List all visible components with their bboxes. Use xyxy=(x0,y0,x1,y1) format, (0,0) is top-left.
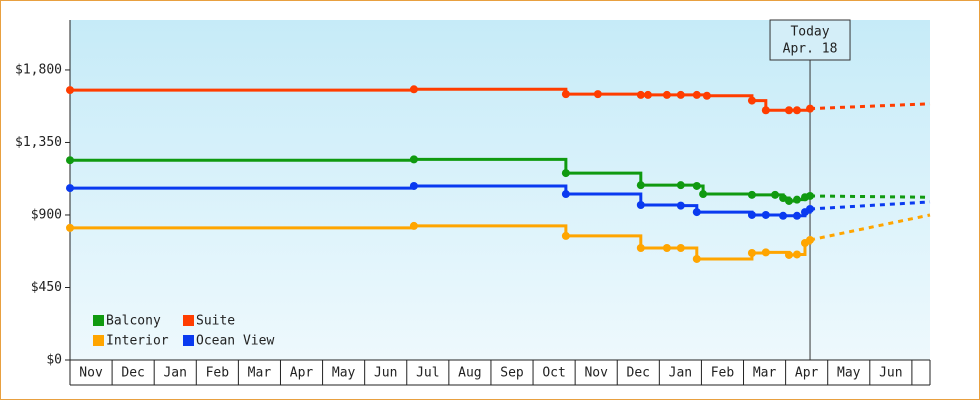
data-point xyxy=(806,235,815,244)
forecast-line xyxy=(809,200,931,211)
data-point xyxy=(761,210,770,219)
legend-swatch xyxy=(93,335,104,346)
x-tick-label: Nov xyxy=(79,366,103,381)
today-box xyxy=(769,19,851,61)
x-tick-label: Dec xyxy=(121,366,144,381)
x-tick-label: Jun xyxy=(374,366,397,381)
x-tick-label: Apr xyxy=(290,366,314,381)
layer: $0 $450 $900 $1,350 $1,800 Nov Dec Jan Feb Mar Apr… xyxy=(15,19,931,385)
data-point xyxy=(806,104,815,113)
x-tick-label: Nov xyxy=(584,366,608,381)
data-point xyxy=(676,201,685,210)
legend-swatch xyxy=(183,315,194,326)
data-point xyxy=(761,106,770,115)
data-point xyxy=(806,205,815,214)
data-point xyxy=(636,90,645,99)
x-tick-label: Oct xyxy=(542,366,565,381)
data-point xyxy=(792,250,801,259)
data-point xyxy=(771,190,780,199)
data-point xyxy=(676,181,685,190)
data-point xyxy=(66,184,74,193)
y-tick-label: $1,800 xyxy=(15,62,62,77)
legend-label: Ocean View xyxy=(196,334,274,349)
x-tick-label: Mar xyxy=(753,366,777,381)
data-point xyxy=(784,106,793,115)
data-point xyxy=(692,208,701,217)
data-point xyxy=(747,96,756,105)
x-tick-label: May xyxy=(837,366,861,381)
forecast-line xyxy=(809,102,931,111)
data-point xyxy=(561,231,570,240)
today-date: Apr. 18 xyxy=(783,42,838,57)
forecast-line xyxy=(809,213,931,242)
data-point xyxy=(561,190,570,199)
data-point xyxy=(66,223,74,232)
data-point xyxy=(66,86,74,95)
data-point xyxy=(792,211,801,220)
x-tick-label: Dec xyxy=(627,366,650,381)
y-tick-label: $1,350 xyxy=(15,135,62,150)
data-point xyxy=(662,90,671,99)
data-point xyxy=(792,106,801,115)
x-tick-label: May xyxy=(332,366,356,381)
x-tick-label: Jun xyxy=(879,366,902,381)
data-point xyxy=(409,221,418,230)
data-point xyxy=(747,190,756,199)
data-point xyxy=(409,85,418,94)
legend-label: Balcony xyxy=(106,314,161,329)
x-tick-label: Mar xyxy=(248,366,272,381)
data-point xyxy=(761,248,770,257)
x-tick-label: Jul xyxy=(416,366,439,381)
data-point xyxy=(409,181,418,190)
data-point xyxy=(699,190,708,199)
legend-label: Interior xyxy=(106,334,169,349)
data-point xyxy=(676,90,685,99)
data-point xyxy=(747,249,756,258)
legend-label: Suite xyxy=(196,314,235,329)
data-point xyxy=(792,195,801,204)
data-point xyxy=(561,169,570,178)
y-tick-label: $900 xyxy=(31,207,62,222)
x-tick-label: Feb xyxy=(206,366,230,381)
y-tick-label: $0 xyxy=(46,353,62,368)
data-point xyxy=(692,90,701,99)
x-tick-label: Sep xyxy=(500,366,524,381)
data-point xyxy=(692,181,701,190)
data-point xyxy=(702,91,711,100)
data-point xyxy=(636,200,645,209)
data-point xyxy=(676,244,685,253)
today-label: Today xyxy=(790,25,829,40)
data-point xyxy=(643,90,652,99)
data-point xyxy=(409,155,418,164)
y-tick-label: $450 xyxy=(31,280,62,295)
data-point xyxy=(66,156,74,165)
data-point xyxy=(692,254,701,263)
x-tick-label: Aug xyxy=(458,366,481,381)
legend-swatch xyxy=(183,335,194,346)
legend-swatch xyxy=(93,315,104,326)
data-point xyxy=(779,211,788,220)
data-point xyxy=(784,250,793,259)
data-point xyxy=(784,196,793,205)
x-tick-label: Jan xyxy=(163,366,186,381)
data-point xyxy=(561,90,570,99)
data-point xyxy=(636,181,645,190)
data-point xyxy=(662,244,671,253)
data-point xyxy=(593,90,602,99)
x-tick-label: Feb xyxy=(711,366,735,381)
plot-area xyxy=(70,20,930,360)
x-tick-label: Apr xyxy=(795,366,819,381)
data-point xyxy=(747,210,756,219)
x-tick-label: Jan xyxy=(669,366,692,381)
data-point xyxy=(636,244,645,253)
data-point xyxy=(806,191,815,200)
